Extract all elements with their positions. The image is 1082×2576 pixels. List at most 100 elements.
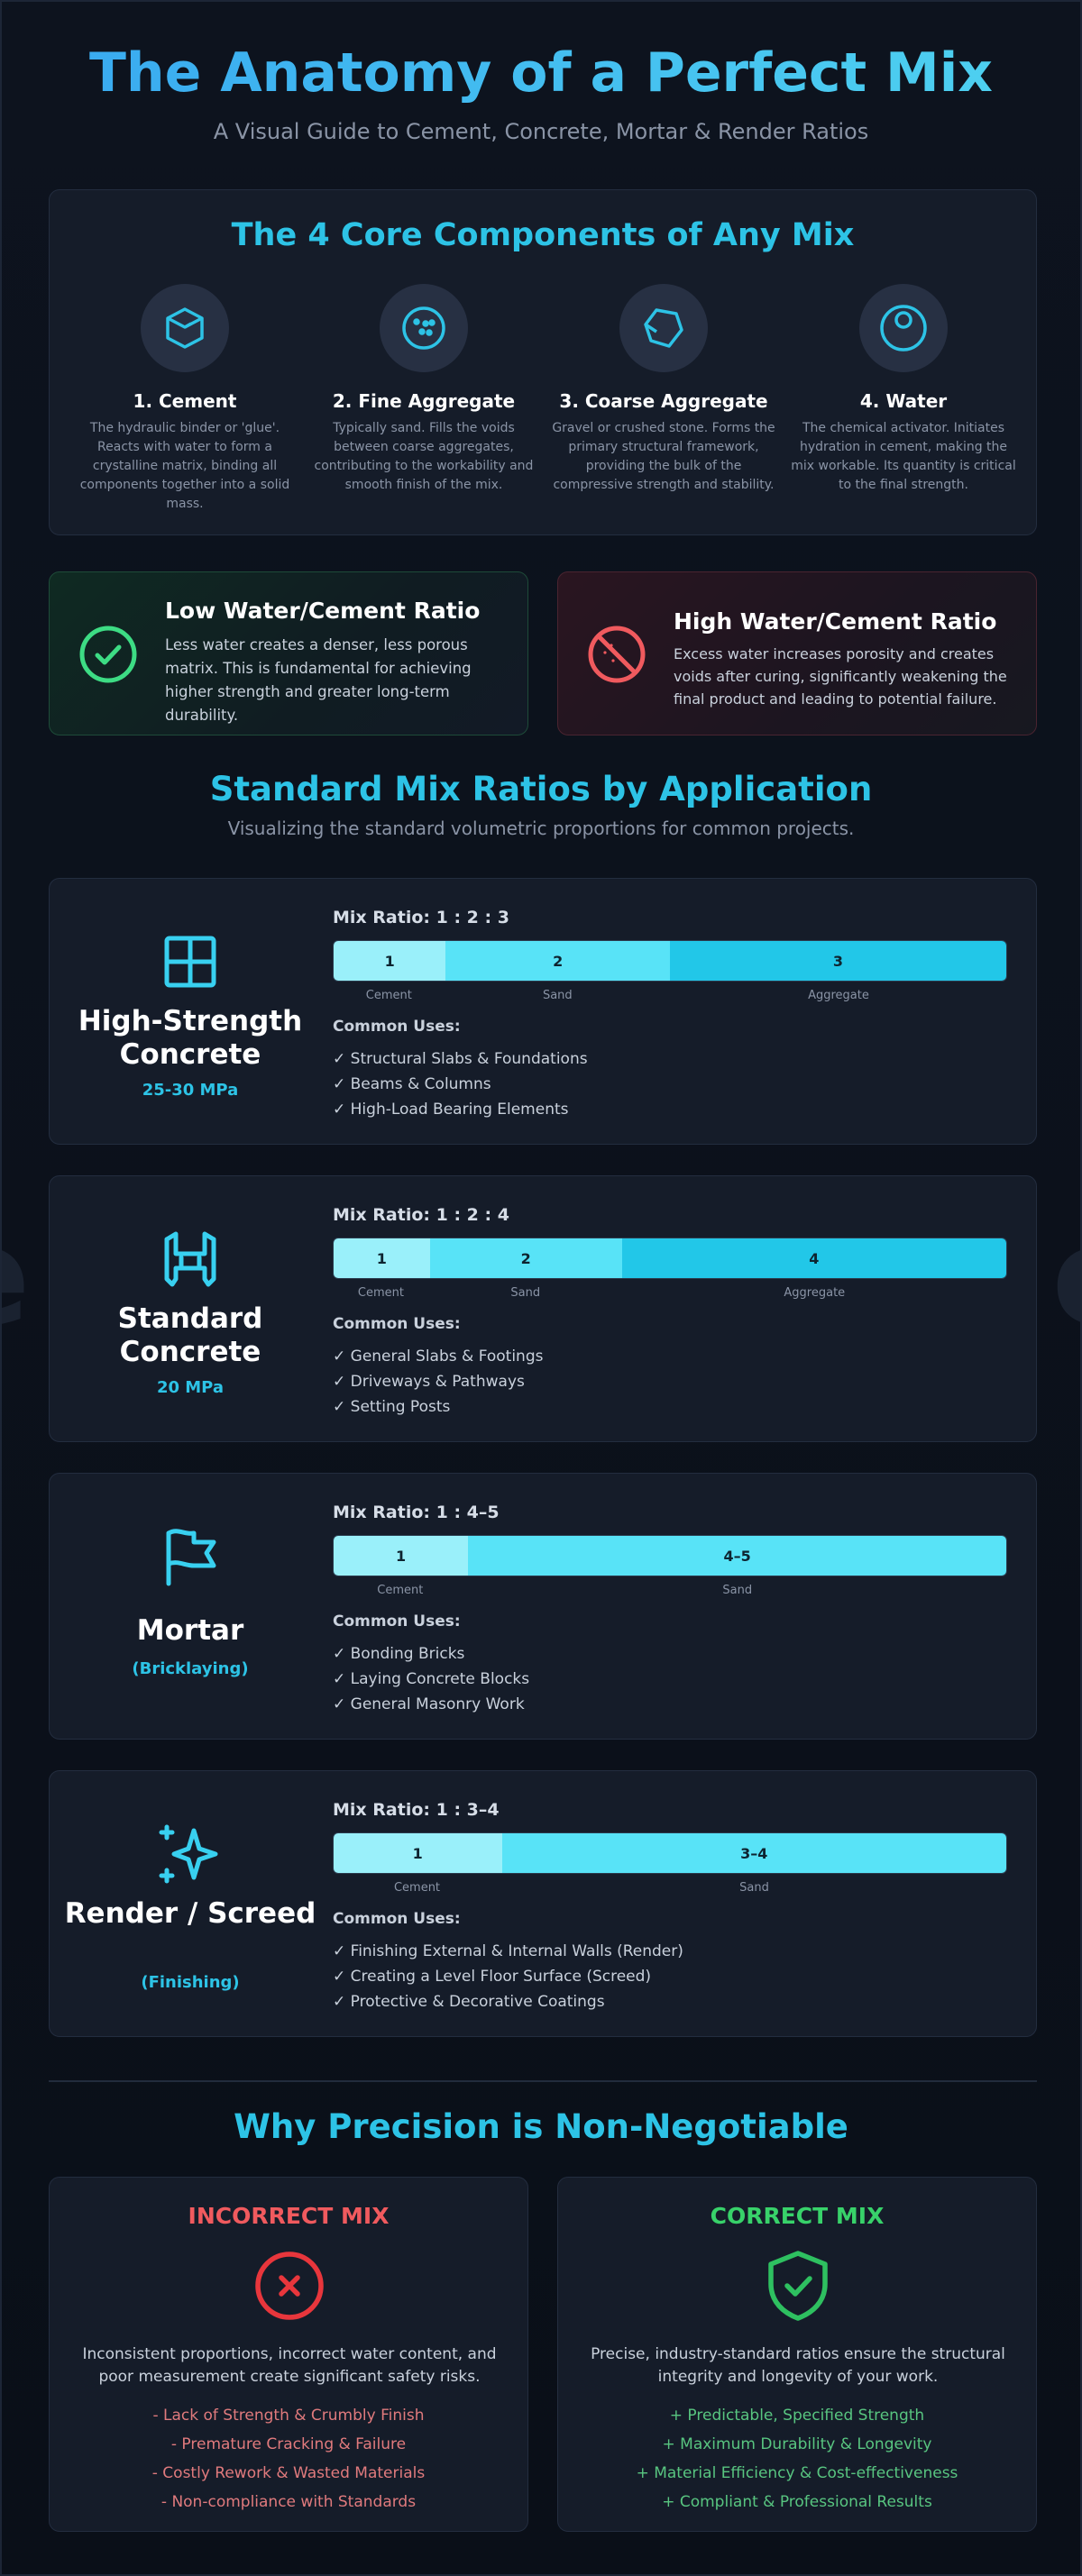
ratio-bar-labels: Cement Sand: [333, 1881, 1007, 1899]
ratio-segment-sand: 2: [429, 1238, 622, 1278]
ratio-segment-sand: 3–4: [501, 1833, 1006, 1873]
correct-mix-desc: Precise, industry-standard ratios ensure…: [591, 2345, 1005, 2386]
ratio-segment-label: Sand: [542, 989, 573, 1002]
uses-list: ✓ General Slabs & Footings ✓ Driveways &…: [333, 1344, 543, 1420]
uses-heading: Common Uses:: [333, 1612, 461, 1631]
component-cement: 1. Cement The hydraulic binder or 'glue'…: [72, 284, 298, 514]
use-item: ✓ Creating a Level Floor Surface (Screed…: [333, 1968, 652, 1986]
ratio-segment-label: Aggregate: [808, 989, 869, 1002]
use-item: ✓ Bonding Bricks: [333, 1645, 465, 1663]
ratio-segment-label: Cement: [377, 1584, 424, 1597]
components-card: The 4 Core Components of Any Mix 1. Ceme…: [49, 189, 1037, 535]
component-name: 4. Water: [859, 390, 948, 412]
ratio-segment-aggregate: 4: [621, 1238, 1006, 1278]
cube-icon: [166, 307, 204, 349]
page-title: The Anatomy of a Perfect Mix: [2, 41, 1080, 105]
background-watermark-left: e: [2, 1210, 31, 1345]
mix-strength: (Finishing): [141, 1973, 240, 1992]
benefit-item: + Compliant & Professional Results: [662, 2493, 932, 2511]
ratio-segment-cement: 1: [334, 941, 446, 981]
mix-card-standard: Standard Concrete 20 MPa Mix Ratio: 1 : …: [49, 1175, 1037, 1442]
component-water: 4. Water The chemical activator. Initiat…: [791, 284, 1016, 495]
mix-ratio-label: Mix Ratio: 1 : 4–5: [333, 1503, 500, 1522]
ratio-segment-label: Cement: [365, 989, 412, 1002]
mix-card-render-screed: Render / Screed (Finishing) Mix Ratio: 1…: [49, 1770, 1037, 2037]
ratio-segment-sand: 2: [445, 941, 670, 981]
use-item: ✓ General Masonry Work: [333, 1695, 525, 1713]
sparkle-icon: [159, 1824, 218, 1884]
use-item: ✓ Driveways & Pathways: [333, 1373, 525, 1391]
use-item: ✓ Setting Posts: [333, 1398, 451, 1416]
ratios-section-subtitle: Visualizing the standard volumetric prop…: [227, 818, 855, 839]
component-desc: The hydraulic binder or 'glue'. Reacts w…: [79, 421, 290, 511]
ratio-segment-cement: 1: [334, 1238, 430, 1278]
use-item: ✓ Finishing External & Internal Walls (R…: [333, 1942, 683, 1960]
background-watermark-right: e: [1051, 1210, 1080, 1345]
risk-item: - Lack of Strength & Crumbly Finish: [152, 2407, 425, 2425]
component-desc: Gravel or crushed stone. Forms the prima…: [552, 421, 775, 492]
ratio-bar-labels: Cement Sand Aggregate: [333, 1286, 1007, 1304]
mix-strength: 20 MPa: [156, 1378, 225, 1397]
ratio-segment-cement: 1: [334, 1536, 469, 1576]
ratio-bar: 1 3–4: [333, 1832, 1007, 1874]
uses-list: ✓ Finishing External & Internal Walls (R…: [333, 1939, 683, 2014]
mix-strength: 25-30 MPa: [142, 1081, 239, 1100]
use-item: ✓ Laying Concrete Blocks: [333, 1670, 530, 1688]
component-desc: Typically sand. Fills the voids between …: [314, 421, 534, 492]
x-circle-icon: [255, 2252, 324, 2320]
use-item: ✓ Protective & Decorative Coatings: [333, 1993, 605, 2011]
component-name: 2. Fine Aggregate: [332, 390, 516, 412]
uses-heading: Common Uses:: [333, 1018, 461, 1036]
benefit-item: + Predictable, Specified Strength: [669, 2407, 925, 2425]
ratio-segment-label: Cement: [357, 1286, 404, 1300]
component-name: 1. Cement: [133, 390, 237, 412]
ratio-segment-cement: 1: [334, 1833, 502, 1873]
sand-grains-icon: [402, 306, 445, 350]
mix-name: Mortar: [136, 1614, 244, 1647]
use-item: ✓ General Slabs & Footings: [333, 1347, 544, 1366]
uses-list: ✓ Structural Slabs & Foundations ✓ Beams…: [333, 1046, 588, 1122]
ratio-segment-label: Sand: [722, 1584, 753, 1597]
low-wc-ratio-title: Low Water/Cement Ratio: [165, 598, 481, 624]
water-drop-icon: [880, 305, 927, 352]
component-desc: The chemical activator. Initiates hydrat…: [791, 421, 1016, 492]
ratio-segment-sand: 4–5: [468, 1536, 1006, 1576]
mix-ratio-label: Mix Ratio: 1 : 2 : 3: [333, 908, 509, 927]
ratio-bar-labels: Cement Sand Aggregate: [333, 989, 1007, 1007]
use-item: ✓ Beams & Columns: [333, 1075, 491, 1093]
stone-icon: [644, 308, 683, 348]
risk-item: - Costly Rework & Wasted Materials: [151, 2464, 426, 2482]
incorrect-mix-card: INCORRECT MIX Inconsistent proportions, …: [49, 2177, 528, 2532]
risk-item: - Non-compliance with Standards: [160, 2493, 417, 2511]
mix-ratio-label: Mix Ratio: 1 : 2 : 4: [333, 1205, 509, 1225]
ratios-section-title: Standard Mix Ratios by Application: [209, 770, 873, 808]
incorrect-mix-title: INCORRECT MIX: [188, 2203, 390, 2229]
correct-mix-list: + Predictable, Specified Strength + Maxi…: [558, 2401, 1036, 2517]
use-item: ✓ High-Load Bearing Elements: [333, 1101, 569, 1119]
flag-icon: [166, 1529, 216, 1586]
component-fine-aggregate: 2. Fine Aggregate Typically sand. Fills …: [311, 284, 536, 495]
page-subtitle: A Visual Guide to Cement, Concrete, Mort…: [213, 119, 869, 144]
mix-card-mortar: Mortar (Bricklaying) Mix Ratio: 1 : 4–5 …: [49, 1473, 1037, 1740]
incorrect-mix-desc: Inconsistent proportions, incorrect wate…: [82, 2345, 497, 2386]
correct-mix-card: CORRECT MIX Precise, industry-standard r…: [557, 2177, 1037, 2532]
component-coarse-aggregate: 3. Coarse Aggregate Gravel or crushed st…: [551, 284, 776, 495]
correct-mix-title: CORRECT MIX: [710, 2203, 885, 2229]
ratio-segment-label: Aggregate: [784, 1286, 846, 1300]
uses-list: ✓ Bonding Bricks ✓ Laying Concrete Block…: [333, 1641, 529, 1717]
benefit-item: + Material Efficiency & Cost-effectivene…: [636, 2464, 958, 2482]
mix-name: High-Strength Concrete: [78, 1005, 303, 1071]
ratio-bar: 1 4–5: [333, 1535, 1007, 1576]
ratio-bar-labels: Cement Sand: [333, 1584, 1007, 1602]
ratio-segment-aggregate: 3: [669, 941, 1006, 981]
ratio-segment-label: Sand: [510, 1286, 541, 1300]
low-wc-ratio-card: Low Water/Cement Ratio Less water create…: [49, 571, 528, 735]
uses-heading: Common Uses:: [333, 1315, 461, 1333]
precision-section-title: Why Precision is Non-Negotiable: [234, 2107, 848, 2146]
mix-strength: (Bricklaying): [132, 1659, 249, 1678]
use-item: ✓ Structural Slabs & Foundations: [333, 1050, 588, 1068]
benefit-item: + Maximum Durability & Longevity: [662, 2435, 932, 2453]
